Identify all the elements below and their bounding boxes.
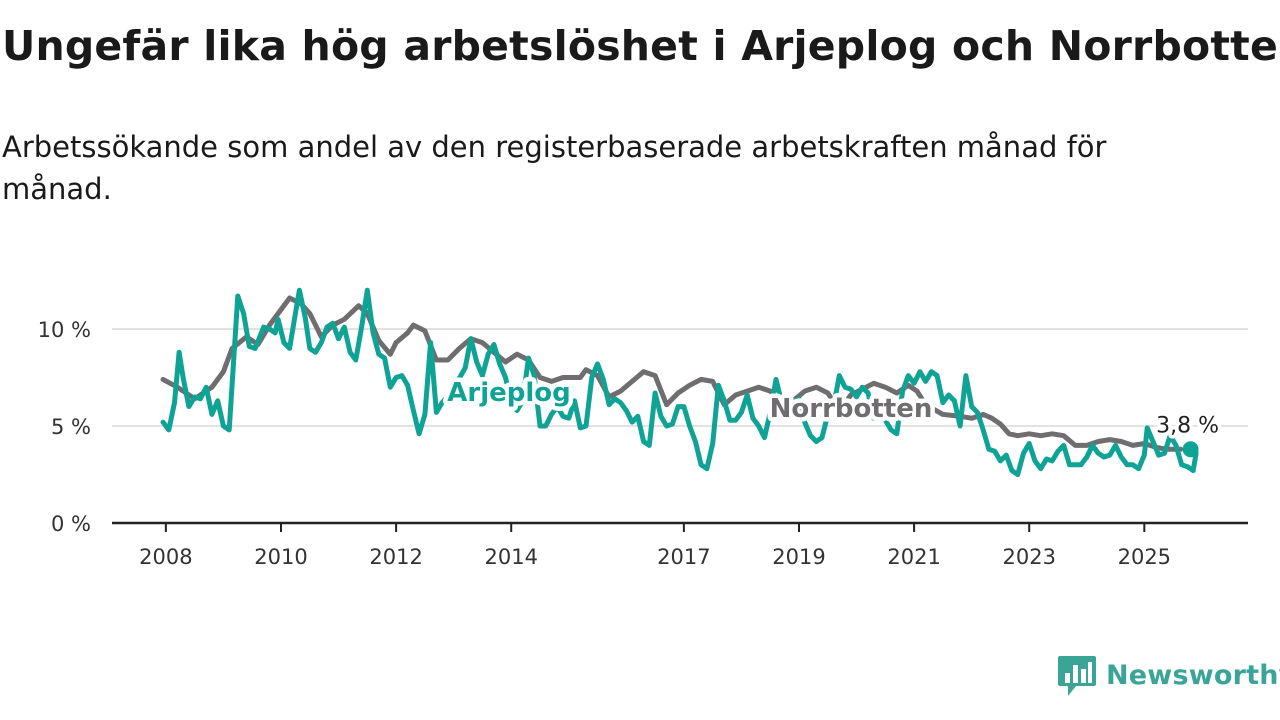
y-axis-tick-labels: 0 % 5 % 10 % [38, 318, 91, 536]
series-label-halo: Arjeplog [447, 378, 571, 408]
x-tick-label: 2025 [1118, 545, 1171, 569]
end-value-halo: 3,8 % [1156, 413, 1219, 438]
y-tick-label: 0 % [51, 512, 91, 536]
chart-title: Ungefär lika hög arbetslöshet i Arjeplog… [2, 22, 1280, 70]
bar-chart-speech-bubble-icon [1058, 656, 1096, 696]
series-label-arjeplog: Arjeplog [447, 378, 571, 408]
brand-name: Newsworthy [1106, 659, 1280, 691]
end-point-dot [1182, 441, 1199, 458]
x-tick-label: 2017 [657, 545, 710, 569]
end-value-label: 3,8 % [1156, 413, 1219, 438]
series-lines [160, 287, 1199, 477]
line-chart: 0 %5 %10 % 2008 2010 2012 2014 2017 2019 2021 2… [38, 287, 1248, 569]
x-tick-label: 2023 [1002, 545, 1055, 569]
end-marker: 3,8 %3,8 % [1153, 410, 1223, 458]
x-tick-label: 2010 [254, 545, 307, 569]
x-tick-label: 2008 [139, 545, 192, 569]
series-label-halo: Norrbotten [770, 394, 933, 424]
series-line-arjeplog [160, 287, 1199, 477]
series-line-norrbotten [160, 295, 1184, 452]
x-tick-label: 2012 [369, 545, 422, 569]
gridlines [112, 328, 1248, 427]
x-tick-label: 2014 [484, 545, 537, 569]
x-axis: 2008 2010 2012 2014 2017 2019 2021 2023 2025 [112, 521, 1248, 569]
x-tick-label: 2019 [772, 545, 825, 569]
series-label-norrbotten: Norrbotten [770, 394, 933, 424]
newsworthy-logo: Newsworthy [1058, 653, 1280, 697]
y-tick-label: 10 % [38, 318, 91, 342]
chart-subtitle: Arbetssökande som andel av den registerb… [2, 130, 1107, 206]
y-tick-label: 5 % [51, 415, 91, 439]
x-tick-label: 2021 [887, 545, 940, 569]
